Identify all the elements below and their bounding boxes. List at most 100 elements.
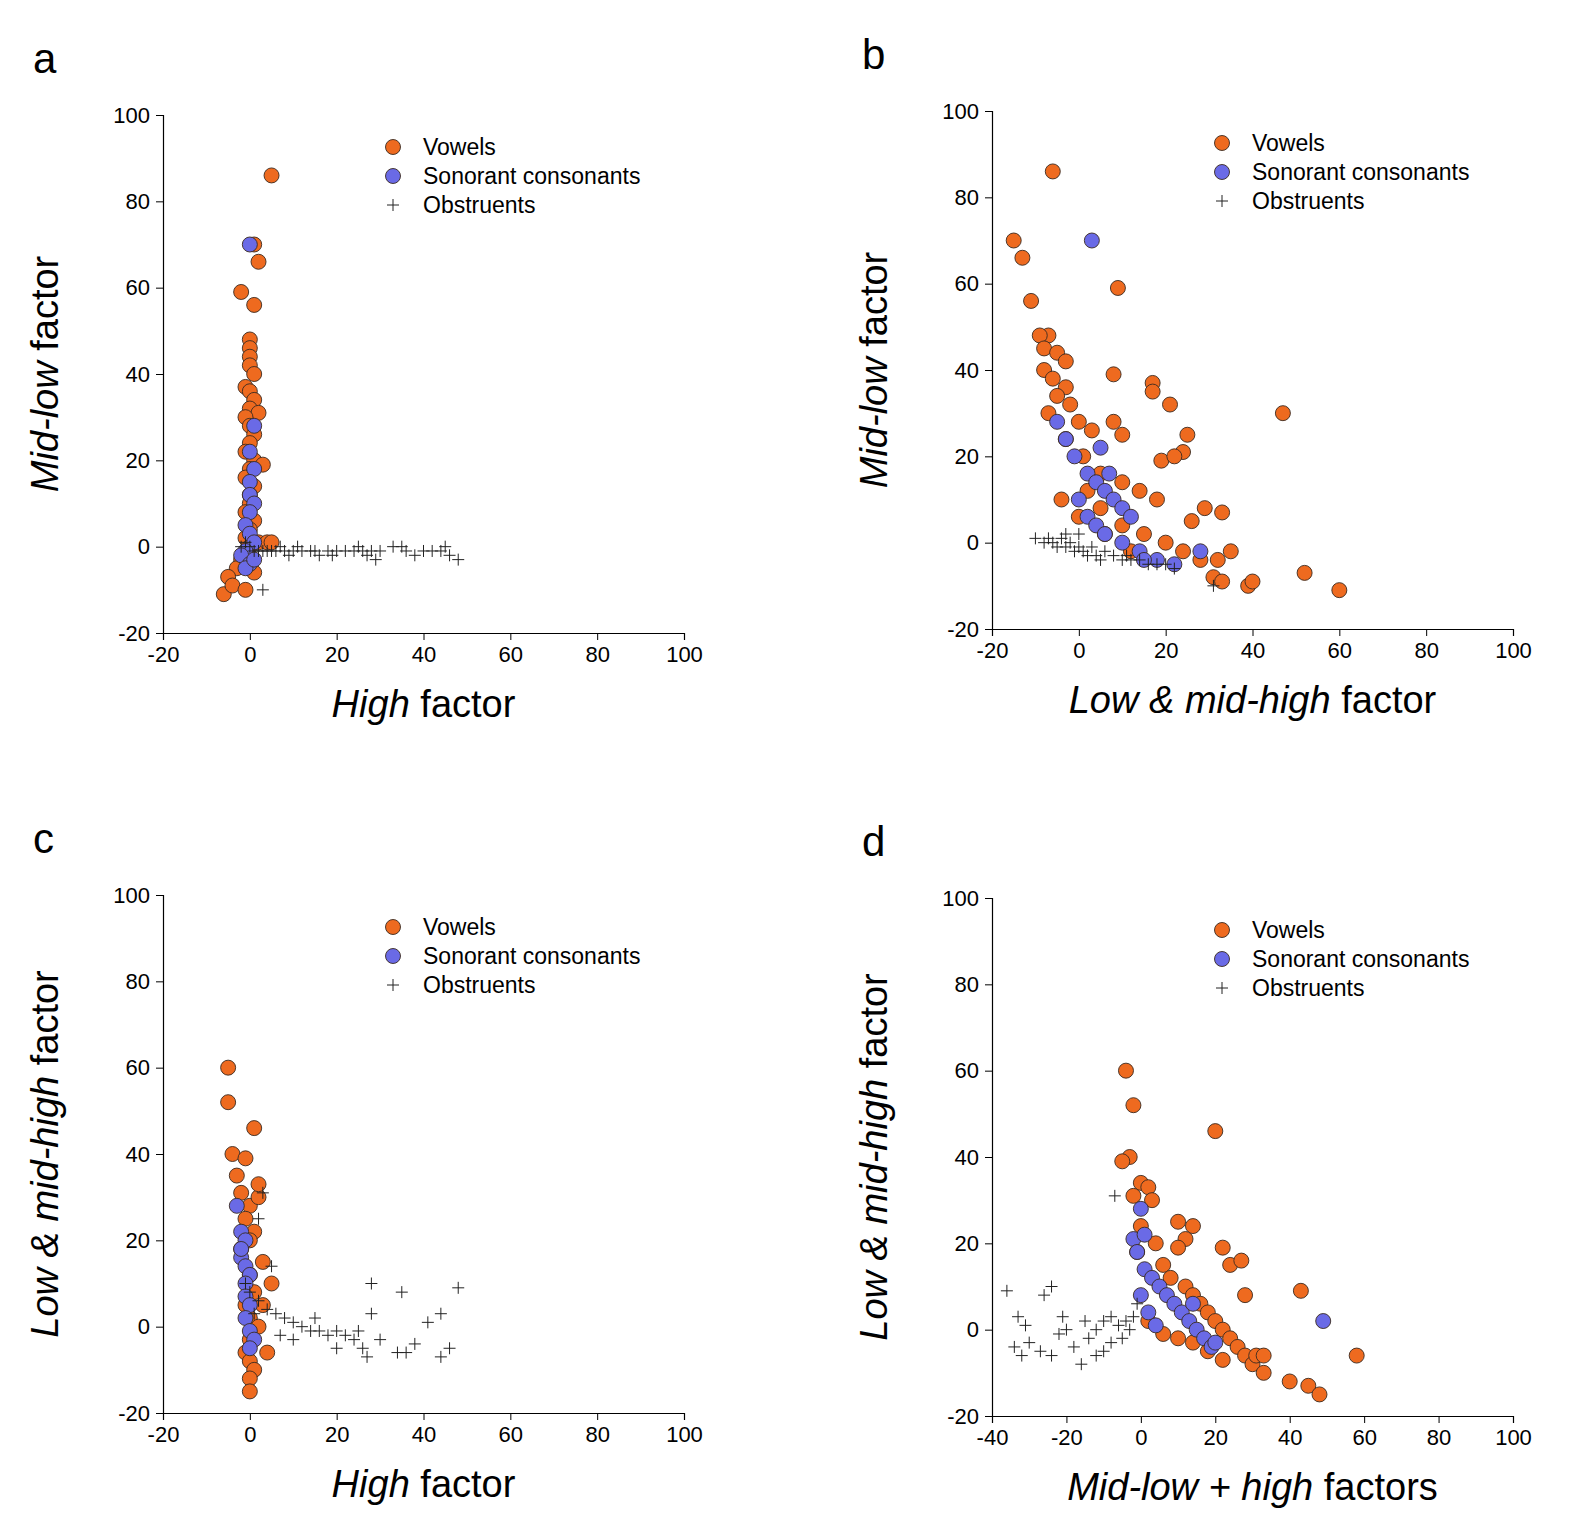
x-axis-title: Mid-low + high factors — [1067, 1466, 1438, 1508]
tick: 20 — [126, 1228, 163, 1253]
point — [1245, 574, 1260, 589]
point — [264, 1276, 279, 1291]
point — [1095, 554, 1107, 566]
tick-label: 20 — [325, 1422, 349, 1447]
tick: 40 — [1241, 629, 1265, 663]
tick: -20 — [1051, 1416, 1083, 1450]
point — [1126, 1188, 1141, 1203]
point — [1071, 414, 1086, 429]
tick: 0 — [1073, 629, 1085, 663]
point — [374, 545, 386, 557]
tick: 20 — [1204, 1416, 1228, 1450]
point — [352, 541, 364, 553]
series — [1050, 233, 1208, 572]
panel-title: d — [862, 818, 885, 865]
point — [1238, 1288, 1253, 1303]
tick-label: -20 — [118, 621, 150, 646]
legend-item: Sonorant consonants — [1215, 159, 1470, 185]
tick: 80 — [126, 189, 163, 214]
point — [238, 1151, 253, 1166]
panel-title: b — [862, 31, 885, 78]
tick-mark — [1426, 629, 1427, 636]
point — [283, 549, 295, 561]
x-axis: -20020406080100 — [977, 629, 1532, 663]
legend-marker — [386, 140, 401, 155]
legend: VowelsSonorant consonantsObstruents — [386, 914, 641, 998]
tick: 60 — [126, 1055, 163, 1080]
point — [1297, 565, 1312, 580]
tick-mark — [156, 201, 163, 202]
legend-label: Vowels — [1252, 130, 1325, 156]
series — [1006, 164, 1347, 598]
legend-item: Vowels — [1215, 130, 1325, 156]
point — [1234, 1253, 1249, 1268]
legend-marker — [386, 920, 401, 935]
x-axis: -40-20020406080100 — [977, 1416, 1532, 1450]
panel-title: c — [33, 815, 54, 862]
tick-mark — [156, 460, 163, 461]
tick-mark — [156, 547, 163, 548]
point — [1054, 492, 1069, 507]
point — [1084, 423, 1099, 438]
point — [1024, 293, 1039, 308]
x-axis-title: High factor — [332, 683, 516, 725]
y-axis-title: Low & mid-high factor — [24, 970, 66, 1338]
tick: 20 — [325, 633, 349, 667]
legend-item: Vowels — [386, 914, 496, 940]
tick-label: -20 — [1051, 1425, 1083, 1450]
legend-item: Obstruents — [1216, 188, 1365, 214]
point — [1293, 1283, 1308, 1298]
point — [1197, 501, 1212, 516]
point — [1215, 574, 1230, 589]
tick-mark — [1439, 1416, 1440, 1423]
tick-label: -20 — [148, 642, 180, 667]
legend-item: Vowels — [386, 134, 496, 160]
tick-label: 100 — [113, 883, 150, 908]
legend-marker — [386, 169, 401, 184]
point — [1141, 1305, 1156, 1320]
tick: 40 — [955, 1145, 992, 1170]
point — [1215, 1352, 1230, 1367]
point — [1149, 492, 1164, 507]
tick-label: 20 — [325, 642, 349, 667]
legend: VowelsSonorant consonantsObstruents — [386, 134, 641, 218]
series — [235, 536, 464, 595]
point — [1133, 1288, 1148, 1303]
tick-label: 100 — [666, 1422, 703, 1447]
point — [253, 1295, 265, 1307]
point — [1156, 1257, 1171, 1272]
point — [422, 1316, 434, 1328]
tick-mark — [1166, 629, 1167, 636]
tick-mark — [250, 633, 251, 640]
point — [1016, 1350, 1028, 1362]
point — [1171, 1214, 1186, 1229]
tick-mark — [597, 633, 598, 640]
tick: 20 — [126, 448, 163, 473]
tick: -20 — [118, 621, 163, 646]
tick-mark — [1290, 1416, 1291, 1423]
point — [1121, 550, 1133, 562]
point — [1116, 1332, 1128, 1344]
legend-item: Sonorant consonants — [386, 163, 641, 189]
tick: -20 — [977, 629, 1009, 663]
tick-mark — [1339, 629, 1340, 636]
tick: 40 — [955, 358, 992, 383]
tick-mark — [985, 1243, 992, 1244]
plot-area — [1001, 1063, 1364, 1402]
tick-mark — [156, 374, 163, 375]
point — [365, 1308, 377, 1320]
tick-label: -20 — [947, 617, 979, 642]
tick-label: -20 — [118, 1401, 150, 1426]
tick-mark — [156, 1240, 163, 1241]
point — [255, 1254, 270, 1269]
y-axis: -20020406080100 — [942, 886, 992, 1429]
point — [309, 545, 321, 557]
legend-marker — [1215, 952, 1230, 967]
point — [1184, 514, 1199, 529]
tick-mark — [156, 633, 163, 634]
point — [229, 1168, 244, 1183]
tick-mark — [985, 898, 992, 899]
point — [1038, 1289, 1050, 1301]
point — [1015, 250, 1030, 265]
tick-mark — [156, 1413, 163, 1414]
